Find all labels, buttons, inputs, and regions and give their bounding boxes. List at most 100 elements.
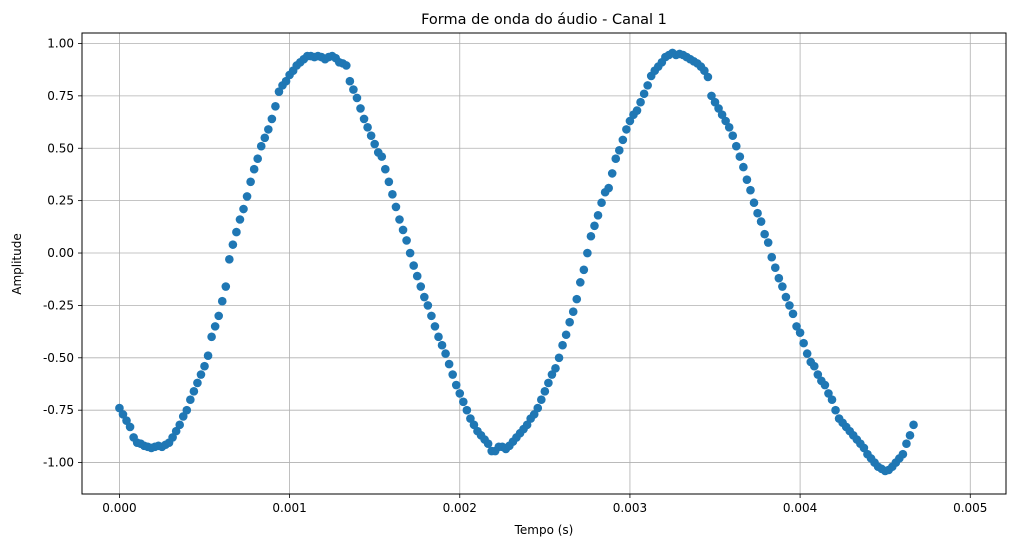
data-point — [820, 380, 830, 390]
data-point — [572, 294, 582, 304]
data-point — [267, 114, 277, 124]
data-point — [430, 322, 440, 331]
data-point — [363, 122, 372, 132]
data-point — [537, 395, 546, 405]
x-tick-label: 0.005 — [953, 501, 987, 515]
data-point — [583, 248, 592, 258]
data-point — [802, 349, 812, 358]
data-point — [522, 420, 532, 430]
y-tick-label: 0.50 — [47, 141, 74, 155]
data-point — [409, 261, 418, 270]
data-point — [193, 378, 202, 388]
data-point — [859, 443, 869, 453]
data-point — [214, 311, 223, 321]
data-point — [813, 370, 823, 379]
y-tick-label: -0.25 — [43, 298, 74, 312]
data-point — [735, 152, 745, 161]
data-point — [388, 190, 397, 199]
data-point — [274, 87, 284, 96]
data-point — [405, 248, 415, 258]
data-point — [824, 389, 833, 398]
data-point — [253, 154, 262, 164]
y-tick-label: 0.25 — [47, 194, 74, 208]
data-point — [462, 405, 472, 415]
data-point — [614, 146, 624, 155]
data-point — [455, 389, 465, 398]
data-point — [217, 296, 227, 306]
data-point — [558, 340, 567, 350]
data-point — [451, 380, 461, 390]
data-point — [533, 403, 543, 413]
data-point — [210, 322, 220, 331]
x-tick-label: 0.002 — [443, 501, 477, 515]
data-point — [221, 282, 231, 291]
data-points — [115, 48, 918, 476]
data-point — [125, 422, 135, 432]
data-point — [483, 439, 493, 449]
data-point — [178, 412, 188, 421]
data-point — [203, 351, 213, 361]
data-point — [189, 387, 199, 396]
data-point — [260, 133, 270, 143]
data-point — [909, 420, 918, 430]
data-point — [554, 353, 564, 363]
data-point — [905, 431, 915, 440]
data-point — [622, 125, 631, 134]
data-point — [707, 91, 716, 101]
data-point — [200, 361, 209, 371]
data-point — [359, 114, 369, 124]
data-point — [724, 122, 734, 132]
data-point — [643, 81, 652, 90]
data-point — [785, 301, 794, 310]
data-point — [242, 192, 252, 201]
data-point — [196, 370, 206, 379]
data-point — [402, 236, 411, 245]
data-point — [607, 169, 617, 178]
data-point — [182, 405, 192, 415]
data-point — [604, 183, 613, 193]
data-point — [186, 395, 195, 405]
data-point — [349, 85, 358, 94]
x-tick-label: 0.000 — [102, 501, 136, 515]
data-point — [625, 116, 635, 126]
data-point — [717, 110, 727, 120]
chart-title: Forma de onda do áudio - Canal 1 — [421, 12, 667, 28]
data-point — [207, 332, 216, 342]
data-point — [416, 282, 426, 291]
data-point — [799, 338, 808, 348]
data-point — [235, 215, 245, 224]
data-point — [597, 198, 606, 208]
data-point — [700, 66, 709, 76]
data-point — [746, 185, 755, 195]
data-point — [593, 211, 603, 220]
y-tick-label: -0.50 — [43, 351, 74, 365]
data-point — [579, 265, 589, 275]
data-point — [281, 76, 291, 86]
data-point — [271, 102, 280, 111]
data-point — [795, 328, 805, 337]
data-point — [902, 439, 911, 449]
data-point — [749, 198, 759, 208]
data-point — [249, 164, 259, 174]
data-point — [636, 97, 645, 107]
x-tick-label: 0.004 — [783, 501, 817, 515]
data-point — [544, 378, 553, 388]
data-point — [632, 106, 642, 115]
y-tick-label: 1.00 — [47, 36, 74, 50]
data-point — [469, 420, 479, 430]
data-point — [827, 395, 837, 405]
data-point — [710, 97, 720, 107]
data-point — [792, 322, 801, 331]
x-tick-label: 0.001 — [272, 501, 306, 515]
y-tick-label: -0.75 — [43, 403, 74, 417]
data-point — [256, 141, 266, 151]
data-point — [423, 301, 433, 310]
y-tick-label: 0.00 — [47, 246, 74, 260]
data-point — [565, 317, 574, 327]
data-point — [239, 204, 248, 214]
data-point — [551, 363, 560, 373]
data-point — [377, 152, 387, 161]
x-axis-title: Tempo (s) — [514, 523, 574, 537]
data-point — [171, 426, 181, 436]
data-point — [742, 175, 752, 184]
